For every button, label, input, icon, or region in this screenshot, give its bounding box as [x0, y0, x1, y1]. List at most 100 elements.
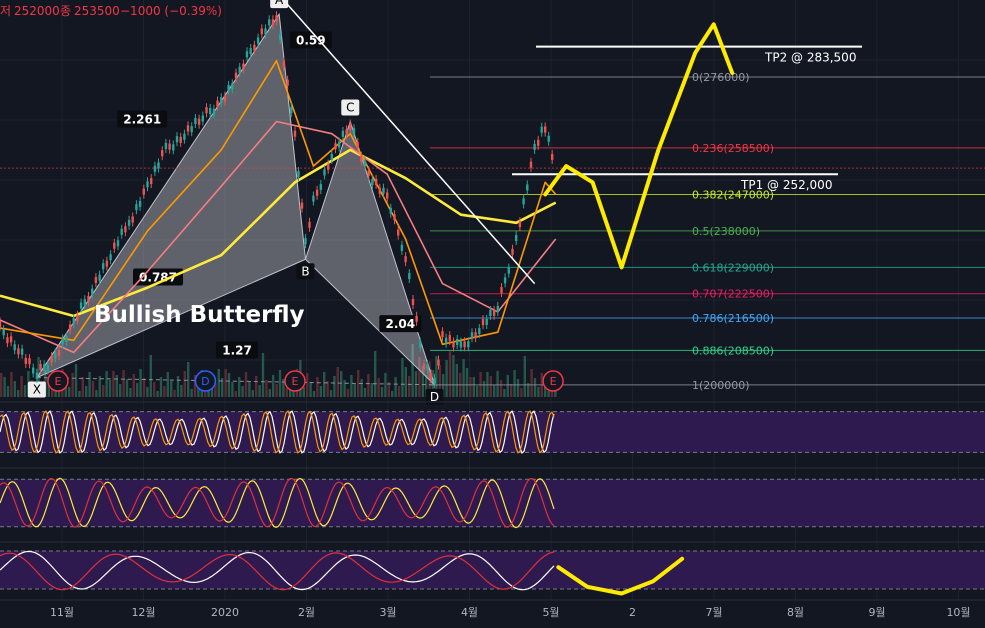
volume-bar: [136, 383, 139, 397]
x-axis-tick-label: 4월: [461, 606, 478, 619]
candle-body: [131, 216, 134, 223]
user-drawings[interactable]: TP2 @ 283,500 TP1 @ 252,000: [286, 3, 862, 285]
candle-body: [113, 242, 116, 249]
candle-body: [411, 299, 415, 305]
candle-body: [216, 100, 219, 107]
volume-bar: [244, 372, 248, 397]
candle-body: [481, 319, 485, 326]
volume-bar: [170, 381, 173, 397]
candle-body: [194, 118, 197, 124]
volume-bar: [384, 373, 387, 397]
volume-bar: [88, 372, 91, 397]
candle-body: [515, 235, 518, 241]
candle-body: [39, 364, 42, 371]
candle-body: [157, 162, 160, 169]
pattern-point-badge: [341, 99, 360, 116]
volume-bar: [282, 379, 285, 397]
fib-level-label: 0.382(247000): [692, 188, 774, 201]
volume-bar: [81, 377, 84, 397]
harmonic-pattern[interactable]: X A B C D 2.261 0.59 0.787 2.04 1.27: [27, 0, 444, 405]
candle-body: [334, 143, 337, 150]
fib-level-label: 0.886(208500): [692, 344, 774, 357]
oscillator-band: [0, 550, 985, 590]
candle-body: [408, 273, 411, 280]
volume-bar: [207, 388, 210, 397]
candle-body: [46, 364, 50, 371]
volume-bar: [214, 383, 217, 397]
candle-body: [65, 336, 68, 342]
volume-bar: [452, 355, 455, 397]
volume-bar: [78, 391, 81, 397]
volume-bar: [132, 374, 135, 397]
volume-bar: [265, 380, 268, 397]
volume-bar: [370, 383, 373, 397]
fib-level-label: 0.707(222500): [692, 288, 774, 301]
time-axis[interactable]: 11월 12월 2020 2월 3월 4월 5월 2 7월 8월 9월 10월: [0, 599, 985, 619]
volume-bar: [377, 378, 380, 397]
volume-bar: [163, 386, 166, 397]
candle-body: [397, 229, 400, 236]
candle-body: [17, 348, 20, 355]
candle-body: [463, 341, 466, 348]
ratio-label: 2.04: [386, 317, 416, 331]
candle-body: [400, 244, 404, 251]
volume-bar: [231, 382, 234, 397]
candle-body: [201, 115, 204, 122]
volume-bar: [241, 386, 244, 397]
candle-body: [120, 228, 123, 235]
ratio-badge: [379, 315, 422, 333]
candle-body: [256, 37, 260, 44]
volume-bar: [98, 376, 101, 397]
candle-body: [456, 339, 459, 345]
candle-body: [389, 207, 392, 214]
candle-body: [507, 267, 510, 274]
volume-bar: [197, 384, 200, 397]
candle-body: [220, 97, 223, 104]
pattern-point-badge: [296, 263, 315, 280]
volume-bar: [476, 386, 479, 397]
candle-body: [54, 352, 57, 359]
volume-bar: [258, 385, 261, 397]
candle-body: [338, 141, 341, 148]
volume-bar: [176, 376, 180, 397]
fib-level-label: 0.5(238000): [692, 225, 760, 238]
candle-body: [304, 238, 307, 245]
volume-bar: [350, 375, 353, 397]
volume-bar: [316, 377, 319, 397]
volume-bar: [408, 376, 411, 397]
candle-body: [437, 359, 440, 366]
candle-body: [146, 181, 149, 188]
candle-body: [212, 108, 216, 115]
volume-bar: [10, 372, 13, 397]
volume-bar: [489, 376, 492, 397]
volume-bar: [224, 369, 227, 397]
candle-body: [282, 61, 286, 68]
pattern-point-label: A: [275, 0, 284, 7]
candle-body: [533, 143, 536, 150]
candle-body: [245, 51, 249, 58]
volume-bar: [533, 378, 537, 397]
volume-bar: [234, 391, 237, 397]
volume-bar: [13, 381, 16, 397]
candle-body: [478, 328, 481, 335]
volume-bar: [278, 370, 282, 397]
fibonacci-retracement[interactable]: 0(276000) 0.236(258500) 0.382(247000) 0.5(2…: [0, 71, 985, 392]
volume-bar: [516, 379, 520, 397]
candle-body: [330, 153, 333, 160]
candle-body: [286, 79, 289, 86]
candle-body: [537, 139, 540, 146]
candle-body: [94, 277, 98, 284]
volume-bar: [227, 373, 231, 397]
ohlc-close-value: 253500: [74, 4, 120, 18]
candle-body: [319, 184, 322, 191]
candle-body: [356, 142, 359, 148]
pattern-point-badge: [270, 0, 289, 9]
volume-bar: [442, 374, 445, 397]
candle-body: [83, 299, 86, 306]
volume-bar: [425, 375, 428, 397]
candle-body: [378, 187, 381, 194]
candle-body: [13, 344, 16, 351]
candle-body: [363, 160, 367, 167]
